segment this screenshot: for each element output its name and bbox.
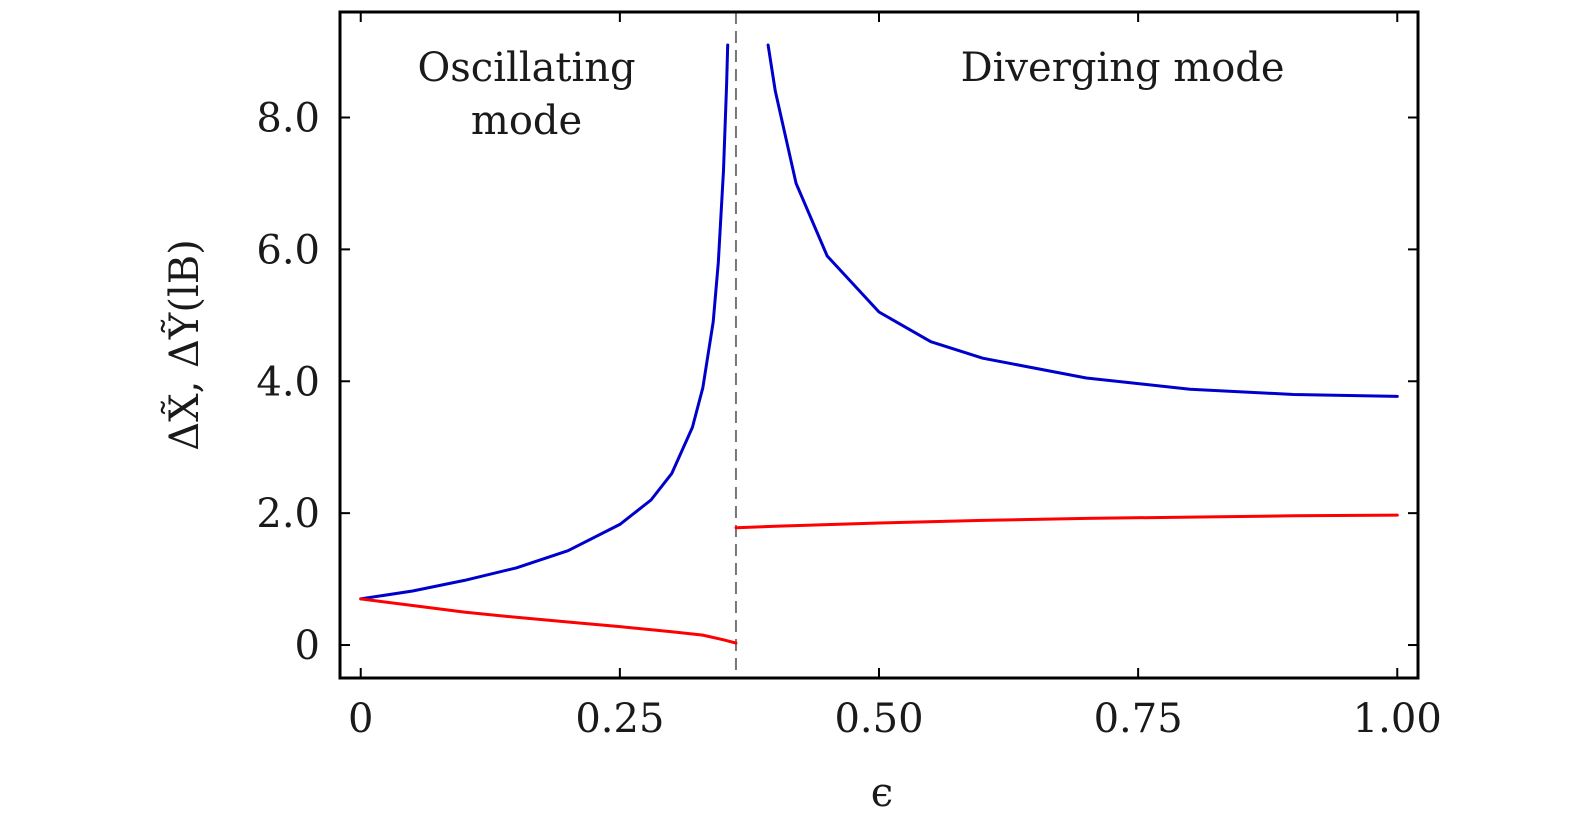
x-tick-label: 0.50: [834, 696, 923, 742]
tick-labels: 0 0.25 0.50 0.75 1.00 0 2.0 4.0 6.0 8.0: [256, 96, 1441, 742]
y-axis-label: ΔX̃, ΔỸ(lB): [161, 239, 208, 450]
series-0-segment-1: [766, 43, 1399, 398]
y-tick-label: 0: [295, 623, 320, 669]
x-tick-label: 0.75: [1094, 696, 1183, 742]
annotations: Oscillating mode Diverging mode: [417, 45, 1284, 144]
y-tick-label: 8.0: [256, 96, 320, 142]
series-1-segment-0: [359, 597, 738, 645]
annotation-label: Oscillating: [417, 45, 635, 91]
y-tick-label: 2.0: [256, 491, 320, 537]
annotation-label: mode: [471, 98, 582, 144]
series-0-segment-0: [359, 43, 730, 601]
series-1-segment-1: [734, 513, 1399, 530]
x-tick-label: 1.00: [1353, 696, 1442, 742]
y-tick-label: 4.0: [256, 359, 320, 405]
y-tick-label: 6.0: [256, 227, 320, 273]
x-axis-label: ϵ: [871, 770, 893, 816]
x-tick-label: 0: [348, 696, 373, 742]
x-tick-label: 0.25: [575, 696, 664, 742]
axis-ticks: [340, 12, 1418, 678]
plot-area: [359, 12, 1399, 678]
annotation-label: Diverging mode: [961, 45, 1285, 91]
